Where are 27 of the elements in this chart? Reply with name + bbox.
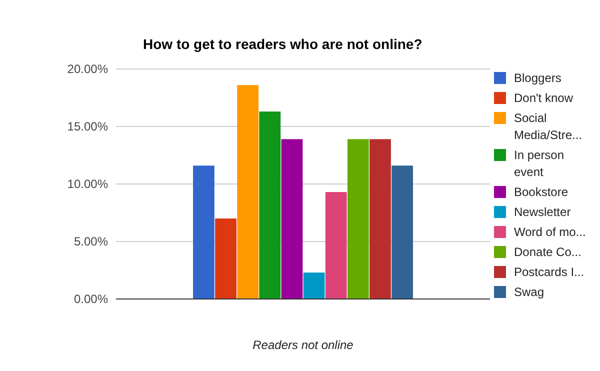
legend-label: Newsletter [514, 205, 571, 219]
bar [193, 166, 214, 299]
bar [303, 272, 325, 299]
bar [281, 139, 303, 299]
y-tick-label: 15.00% [67, 120, 108, 134]
legend-label: Postcards I... [514, 265, 584, 279]
legend-label: Social Media/Stre... [514, 111, 582, 142]
x-axis-title: Readers not online [252, 338, 354, 352]
chart-title: How to get to readers who are not online? [143, 36, 422, 52]
legend-label: Bloggers [514, 71, 562, 85]
y-tick-label: 10.00% [67, 177, 108, 191]
bar [237, 85, 259, 299]
bar [215, 218, 236, 299]
legend-label: Swag [514, 285, 544, 299]
y-tick-label: 20.00% [67, 62, 108, 76]
bar [392, 166, 413, 299]
bar [370, 139, 391, 299]
legend-label: In person event [514, 148, 564, 179]
bar [325, 192, 347, 299]
legend-label: Don't know [514, 91, 574, 105]
bar [259, 112, 281, 299]
y-tick-label: 0.00% [74, 292, 108, 306]
legend-label: Word of mo... [514, 225, 586, 239]
bar [347, 139, 369, 299]
legend-label: Donate Co... [514, 245, 582, 259]
y-tick-label: 5.00% [74, 234, 108, 248]
legend-label: Bookstore [514, 185, 568, 199]
